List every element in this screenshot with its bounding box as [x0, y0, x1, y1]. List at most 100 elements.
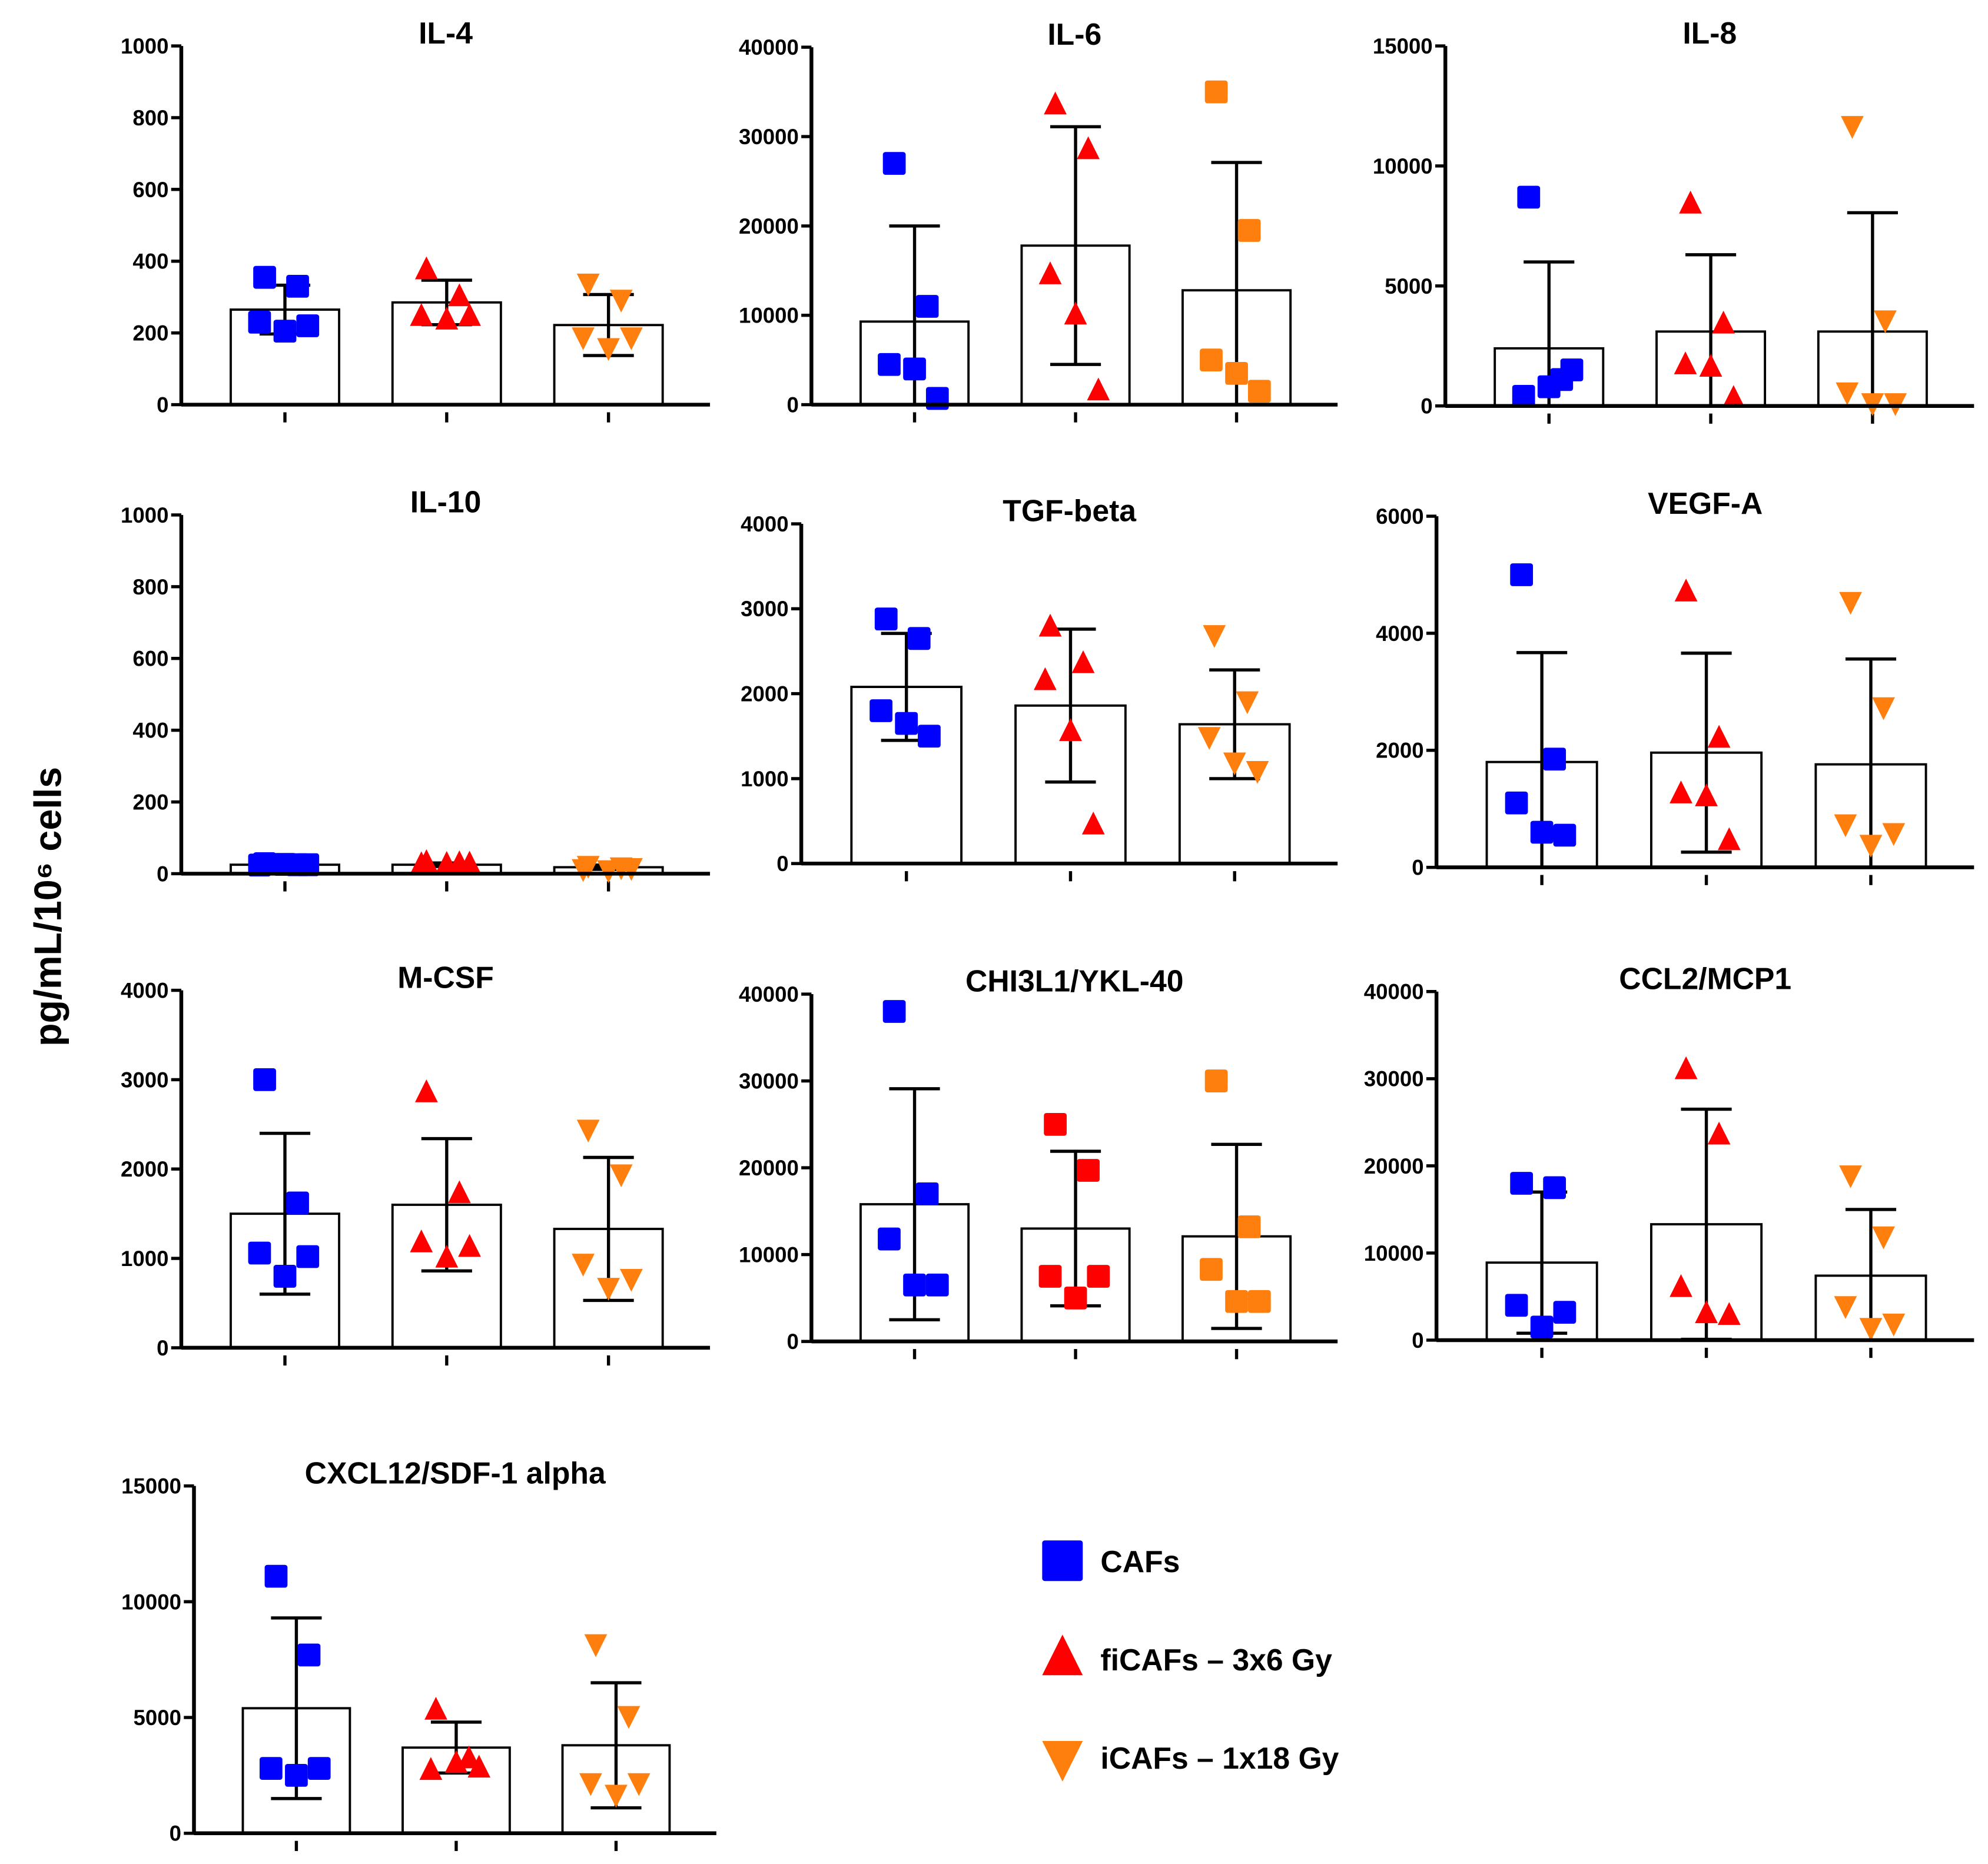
data-point [444, 1750, 468, 1773]
y-tick-label: 0 [1412, 1328, 1423, 1353]
data-point [1670, 780, 1692, 803]
y-tick-label: 15000 [121, 1474, 181, 1498]
y-tick-label: 2000 [741, 682, 788, 706]
data-point [307, 1757, 331, 1780]
y-tick-label: 800 [132, 106, 168, 130]
data-point [296, 314, 320, 337]
data-point [435, 1244, 459, 1268]
y-tick-label: 5000 [1385, 274, 1432, 298]
data-point [1859, 835, 1883, 858]
data-point [597, 860, 620, 883]
data-point [435, 307, 459, 330]
legend-marker-square [1042, 1540, 1083, 1581]
data-point [1712, 310, 1735, 334]
y-tick-label: 4000 [741, 512, 788, 536]
data-point [584, 1634, 608, 1657]
legend-label: iCAFs – 1x18 Gy [1100, 1741, 1339, 1775]
data-point [1225, 362, 1248, 385]
data-point [1674, 351, 1697, 374]
data-point [1699, 354, 1723, 377]
data-point [918, 725, 941, 748]
data-point [419, 1757, 443, 1780]
y-tick-label: 3000 [121, 1068, 168, 1092]
data-point [1204, 80, 1228, 104]
data-point [1839, 592, 1862, 615]
data-point [1695, 783, 1718, 806]
data-point [1237, 219, 1261, 242]
data-point [296, 1245, 320, 1268]
data-point [620, 858, 643, 881]
data-point [620, 327, 643, 351]
y-tick-label: 20000 [739, 1156, 799, 1180]
data-point [907, 627, 931, 650]
panel-cxcl12-sdf-1-alpha: CXCL12/SDF-1 alpha 0 5000 10000 15000 [121, 1456, 716, 1851]
data-point [572, 859, 595, 882]
data-point [1874, 310, 1897, 334]
y-tick-label: 0 [776, 852, 788, 876]
data-point [1674, 579, 1698, 602]
panel-title: IL-4 [419, 16, 473, 50]
data-point [1560, 358, 1584, 381]
data-point [915, 1182, 939, 1205]
data-point [273, 1265, 297, 1288]
y-tick-label: 4000 [1376, 622, 1423, 646]
data-point [1717, 1302, 1741, 1325]
data-point [414, 1079, 438, 1102]
y-tick-label: 2000 [121, 1157, 168, 1181]
data-point [286, 1191, 309, 1215]
y-tick-label: 1000 [121, 1247, 168, 1271]
y-tick-label: 20000 [1364, 1154, 1424, 1178]
data-point [297, 1643, 321, 1667]
y-tick-label: 5000 [134, 1706, 181, 1730]
data-point [424, 1697, 447, 1720]
data-point [1537, 375, 1561, 398]
data-point [1707, 1121, 1731, 1145]
data-point [273, 320, 297, 343]
data-point [1087, 1265, 1110, 1288]
data-point [273, 853, 297, 876]
panel-vegf-a: VEGF-A 0 2000 4000 6000 [1376, 486, 1974, 885]
data-point [609, 290, 633, 313]
data-point [869, 699, 893, 722]
legend-label: fiCAFs – 3x6 Gy [1100, 1643, 1332, 1677]
data-point [1512, 385, 1535, 408]
panel-m-csf: M-CSF 0 1000 2000 3000 4000 [121, 960, 711, 1366]
data-point [1200, 348, 1223, 372]
data-point [1200, 1258, 1223, 1281]
panel-il-4: IL-4 0 200 400 600 800 1000 [121, 16, 711, 423]
y-tick-label: 0 [170, 1822, 181, 1846]
panel-il-8: IL-8 0 5000 10000 15000 [1373, 16, 1974, 424]
data-point [457, 1745, 480, 1769]
data-point [617, 1706, 640, 1729]
data-point [1225, 1290, 1248, 1313]
y-tick-label: 3000 [741, 597, 788, 621]
data-point [296, 853, 320, 876]
data-point [1044, 91, 1067, 115]
y-tick-label: 1000 [121, 34, 168, 58]
data-point [1236, 691, 1259, 715]
data-point [1087, 377, 1110, 401]
data-point [447, 283, 471, 307]
panel-title: IL-10 [410, 485, 482, 519]
data-point [1543, 1176, 1566, 1200]
data-point [1059, 718, 1082, 742]
data-point [1510, 1172, 1534, 1195]
data-point [874, 607, 898, 631]
y-tick-label: 0 [786, 393, 798, 417]
data-point [410, 851, 433, 875]
data-point [1543, 747, 1566, 771]
legend-item: iCAFs – 1x18 Gy [1042, 1741, 1339, 1782]
data-point [1064, 301, 1087, 325]
data-point [248, 853, 271, 877]
data-point [882, 1000, 906, 1023]
panel-title: M-CSF [397, 960, 494, 994]
data-point [1237, 1215, 1261, 1238]
data-point [253, 265, 276, 289]
data-point [1034, 667, 1057, 690]
data-point [1077, 136, 1100, 160]
data-point [1836, 382, 1859, 406]
y-tick-label: 400 [132, 719, 168, 743]
data-point [1679, 190, 1702, 214]
y-tick-label: 600 [132, 647, 168, 671]
panel-title: CXCL12/SDF-1 alpha [305, 1456, 606, 1490]
